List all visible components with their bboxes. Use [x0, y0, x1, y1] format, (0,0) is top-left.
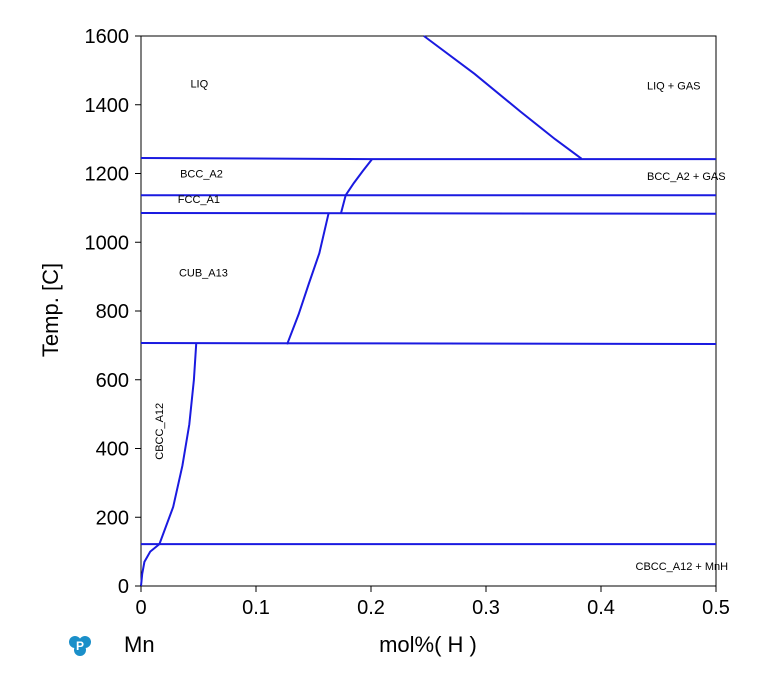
y-tick-label: 1200	[85, 164, 130, 186]
phase-boundary-8	[140, 342, 717, 345]
y-tick-label: 1000	[85, 232, 130, 254]
y-tick-label: 400	[96, 439, 129, 461]
region-label: LIQ + GAS	[647, 80, 701, 92]
region-label: BCC_A2 + GAS	[647, 171, 726, 183]
svg-text:P: P	[76, 639, 84, 653]
region-label: LIQ	[190, 79, 208, 91]
phase-boundary-5	[340, 194, 347, 213]
region-label: CUB_A13	[179, 268, 228, 280]
x-axis-left-label: Mn	[124, 632, 155, 657]
phase-boundary-7	[286, 213, 330, 345]
x-tick-label: 0.2	[357, 597, 385, 619]
x-tick-label: 0	[135, 597, 146, 619]
phase-boundary-6	[140, 212, 717, 215]
x-tick-label: 0.1	[242, 597, 270, 619]
y-tick-label: 1600	[85, 26, 130, 48]
phase-boundary-11	[140, 543, 161, 587]
y-tick-label: 600	[96, 370, 129, 392]
y-tick-label: 200	[96, 507, 129, 529]
region-label: FCC_A1	[178, 194, 220, 206]
p-logo-icon: P	[69, 636, 91, 656]
plot-area-frame	[140, 35, 717, 587]
y-axis-ticks: 0 200 400 600 800 1000 1200 1400 1600	[85, 26, 141, 598]
x-axis-title: mol%( H )	[379, 632, 477, 657]
phase-boundary-3	[344, 158, 373, 196]
y-tick-label: 800	[96, 301, 129, 323]
phase-boundary-lines	[140, 35, 717, 587]
region-label: CBCC_A12	[154, 403, 166, 460]
region-label: CBCC_A12 + MnH	[636, 561, 729, 573]
phase-boundary-2	[140, 157, 716, 161]
y-axis-title: Temp. [C]	[38, 263, 63, 357]
x-tick-label: 0.3	[472, 597, 500, 619]
x-tick-label: 0.4	[587, 597, 615, 619]
y-tick-label: 1400	[85, 95, 130, 117]
phase-boundary-9	[158, 343, 198, 545]
region-labels: LIQ LIQ + GAS BCC_A2 BCC_A2 + GAS FCC_A1 CUB_…	[154, 79, 728, 573]
y-tick-label: 0	[118, 576, 129, 598]
x-axis-ticks: 0 0.1 0.2 0.3 0.4 0.5	[135, 586, 730, 619]
region-label: BCC_A2	[180, 168, 223, 180]
phase-boundary-1	[423, 35, 583, 160]
x-tick-label: 0.5	[702, 597, 730, 619]
